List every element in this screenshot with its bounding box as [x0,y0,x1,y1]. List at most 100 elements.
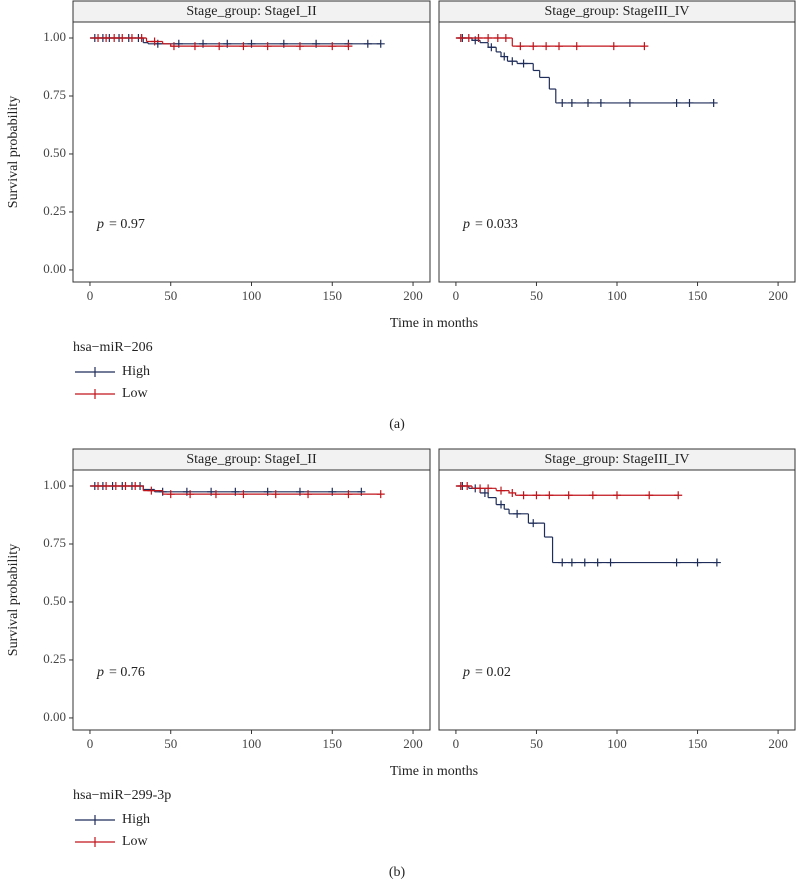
censor-mark [271,490,280,499]
censor-mark [555,42,564,51]
legend-label: Low [122,834,149,849]
censor-mark [484,34,493,43]
panel-title: Stage_group: StageIII_IV [544,4,689,19]
x-tick-label: 0 [453,288,460,303]
censor-mark [344,42,353,51]
censor-mark [545,491,554,500]
plot-frame [438,469,796,731]
censor-mark [519,491,528,500]
x-tick-label: 150 [323,288,343,303]
censor-mark [166,490,175,499]
censor-mark [150,37,159,46]
censor-mark [497,500,506,509]
censor-mark [693,558,702,567]
censor-mark [263,42,272,51]
censor-mark [295,42,304,51]
x-axis-label: Time in months [390,316,478,331]
censor-mark [147,486,156,495]
plot-frame [72,21,431,283]
x-tick-label: 50 [164,736,177,751]
p-text: = 0.033 [475,217,518,232]
x-tick-label: 100 [607,736,627,751]
x-tick-label: 150 [688,736,708,751]
censor-mark [239,42,248,51]
censor-mark [596,98,605,107]
censor-mark [474,34,483,43]
censor-mark [239,490,248,499]
censor-mark [118,34,127,43]
x-tick-label: 200 [768,736,788,751]
censor-mark [376,490,385,499]
censor-mark [94,34,103,43]
censor-mark [111,482,120,491]
p-symbol: p [96,217,104,232]
x-tick-label: 0 [453,736,460,751]
censor-mark [580,558,589,567]
censor-mark [501,34,510,43]
censor-mark [344,490,353,499]
censor-mark [484,484,493,493]
censor-mark [674,491,683,500]
censor-mark [131,482,140,491]
y-tick-label: 1.00 [43,477,66,492]
legend-title: hsa−miR−206 [73,340,153,355]
x-tick-label: 50 [530,736,543,751]
p-value: p = 0.97 [96,217,145,232]
censor-mark [463,482,472,491]
censor-mark [215,42,224,51]
censor-mark [211,490,220,499]
censor-mark [609,42,618,51]
legend-label: Low [122,386,149,401]
legend-label: High [122,812,150,827]
y-axis-label: Survival probability [6,544,21,656]
censor-mark [110,34,119,43]
censor-mark [500,52,509,61]
censor-mark [456,34,465,43]
censor-mark [497,486,506,495]
p-symbol: p [462,217,470,232]
y-tick-label: 0.25 [43,203,66,218]
p-text: = 0.97 [109,217,145,232]
censor-mark [190,42,199,51]
plot-area [455,34,718,107]
censor-mark [376,39,385,48]
caption: (a) [389,417,405,432]
x-axis-label: Time in months [390,764,478,779]
censor-mark [625,98,634,107]
censor-mark [102,34,111,43]
censor-mark [493,34,502,43]
censor-mark [613,491,621,500]
plot-frame [72,469,431,731]
x-tick-label: 50 [164,288,177,303]
x-tick-label: 0 [87,736,94,751]
censor-mark [121,482,130,491]
y-tick-label: 1.00 [43,29,66,44]
x-tick-label: 100 [242,288,262,303]
censor-mark [487,43,496,52]
censor-mark [516,42,525,51]
censor-mark [137,34,146,43]
censor-mark [593,558,602,567]
x-tick-label: 150 [688,288,708,303]
plot-frame [438,21,796,283]
censor-mark [94,482,103,491]
censor-mark [532,491,541,500]
caption: (b) [389,865,406,880]
censor-mark [519,59,528,68]
censor-mark [606,558,615,567]
y-tick-label: 0.50 [43,593,66,608]
y-tick-label: 0.00 [43,261,66,276]
censor-mark [640,42,649,51]
censor-mark [464,34,473,43]
censor-mark [127,34,136,43]
x-tick-label: 150 [323,736,343,751]
p-symbol: p [96,665,104,680]
censor-mark [169,42,178,51]
x-tick-label: 0 [87,288,94,303]
censor-mark [186,490,195,499]
p-text: = 0.76 [109,665,145,680]
censor-mark [328,42,337,51]
censor-mark [529,519,538,528]
legend-title: hsa−miR−299-3p [73,788,171,803]
y-tick-label: 0.00 [43,709,66,724]
